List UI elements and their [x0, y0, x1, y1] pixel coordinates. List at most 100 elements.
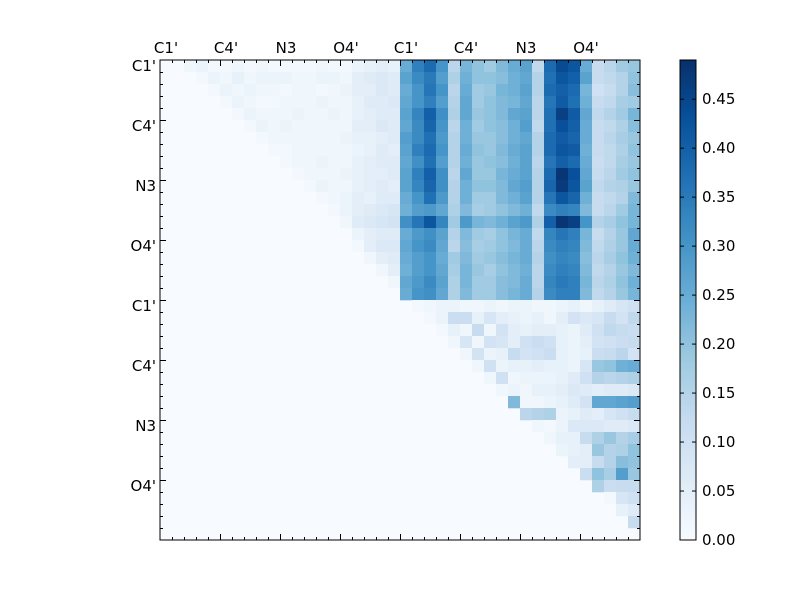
heatmap-cell [508, 276, 521, 289]
heatmap-cell [496, 348, 509, 361]
heatmap-cell [508, 288, 521, 301]
heatmap-cell [580, 192, 593, 205]
heatmap-cell [580, 276, 593, 289]
heatmap-cell [376, 180, 389, 193]
heatmap-cell [556, 216, 569, 229]
heatmap-cell [604, 228, 617, 241]
heatmap-cell [424, 216, 437, 229]
heatmap-cell [436, 288, 449, 301]
x-tick-label: N3 [516, 39, 537, 57]
heatmap-cell [196, 72, 209, 85]
heatmap-cell [580, 156, 593, 169]
heatmap-cell [520, 168, 533, 181]
heatmap-cell [364, 60, 377, 73]
heatmap-cell [568, 144, 581, 157]
heatmap-cell [460, 264, 473, 277]
heatmap-cell [628, 192, 641, 205]
heatmap-cell [400, 192, 413, 205]
heatmap-cell [568, 324, 581, 337]
heatmap-cell [580, 96, 593, 109]
heatmap-cell [556, 432, 569, 445]
heatmap-cell [616, 492, 629, 505]
heatmap-cell [544, 96, 557, 109]
heatmap-cell [628, 372, 641, 385]
heatmap-cell [400, 288, 413, 301]
heatmap-cell [532, 252, 545, 265]
heatmap-cell [628, 300, 641, 313]
heatmap-cell [304, 168, 317, 181]
colorbar-tick-label: 0.30 [702, 237, 735, 255]
heatmap-cell [448, 204, 461, 217]
x-tick-label: O4' [333, 39, 358, 57]
heatmap-cell [604, 300, 617, 313]
heatmap-cell [484, 204, 497, 217]
heatmap-cell [388, 216, 401, 229]
heatmap-cell [568, 240, 581, 253]
heatmap-cell [496, 360, 509, 373]
heatmap-cell [532, 384, 545, 397]
heatmap-cell [448, 264, 461, 277]
heatmap-cell [472, 216, 485, 229]
heatmap-cell [340, 120, 353, 133]
heatmap-cell [520, 192, 533, 205]
heatmap-cell [448, 72, 461, 85]
heatmap-cell [520, 204, 533, 217]
heatmap-cell [628, 480, 641, 493]
heatmap-cell [448, 144, 461, 157]
heatmap-cell [628, 156, 641, 169]
heatmap-cell [424, 192, 437, 205]
heatmap-cell [616, 456, 629, 469]
heatmap-cell [352, 96, 365, 109]
heatmap-cell [496, 168, 509, 181]
heatmap-cell [364, 168, 377, 181]
heatmap-cell [388, 276, 401, 289]
heatmap-cell [448, 84, 461, 97]
heatmap-cell [556, 204, 569, 217]
heatmap-cell [604, 456, 617, 469]
heatmap-cell [520, 264, 533, 277]
heatmap-cell [592, 264, 605, 277]
heatmap-cell [508, 60, 521, 73]
heatmap-cell [352, 120, 365, 133]
heatmap-cell [628, 384, 641, 397]
heatmap-cell [616, 420, 629, 433]
heatmap-cell [496, 384, 509, 397]
y-tick-label: C1' [132, 297, 156, 315]
heatmap-cell [604, 360, 617, 373]
heatmap-cell [412, 60, 425, 73]
heatmap-cell [592, 300, 605, 313]
heatmap-cell [424, 120, 437, 133]
heatmap-cell [604, 60, 617, 73]
heatmap-cell [520, 240, 533, 253]
heatmap-cell [592, 396, 605, 409]
heatmap-cell [388, 156, 401, 169]
heatmap-cell [568, 84, 581, 97]
heatmap-cell [388, 108, 401, 121]
heatmap-cell [412, 228, 425, 241]
heatmap-cell [556, 420, 569, 433]
heatmap-cell [424, 72, 437, 85]
heatmap-cell [568, 408, 581, 421]
colorbar-tick-label: 0.45 [702, 90, 735, 108]
heatmap-cell [520, 372, 533, 385]
heatmap-cell [292, 60, 305, 73]
heatmap-cell [580, 300, 593, 313]
heatmap-cell [628, 492, 641, 505]
heatmap-cell [556, 60, 569, 73]
heatmap-cell [592, 216, 605, 229]
heatmap-cell [532, 180, 545, 193]
heatmap-cell [568, 216, 581, 229]
heatmap-cell [328, 60, 341, 73]
heatmap-cell [484, 300, 497, 313]
colorbar-tick-label: 0.20 [702, 335, 735, 353]
heatmap-cell [448, 300, 461, 313]
heatmap-cell [616, 324, 629, 337]
heatmap-cell [556, 444, 569, 457]
heatmap-cell [412, 252, 425, 265]
heatmap-cell [424, 312, 437, 325]
heatmap-cell [328, 168, 341, 181]
heatmap-cell [448, 240, 461, 253]
heatmap-cell [472, 240, 485, 253]
heatmap-cell [544, 180, 557, 193]
